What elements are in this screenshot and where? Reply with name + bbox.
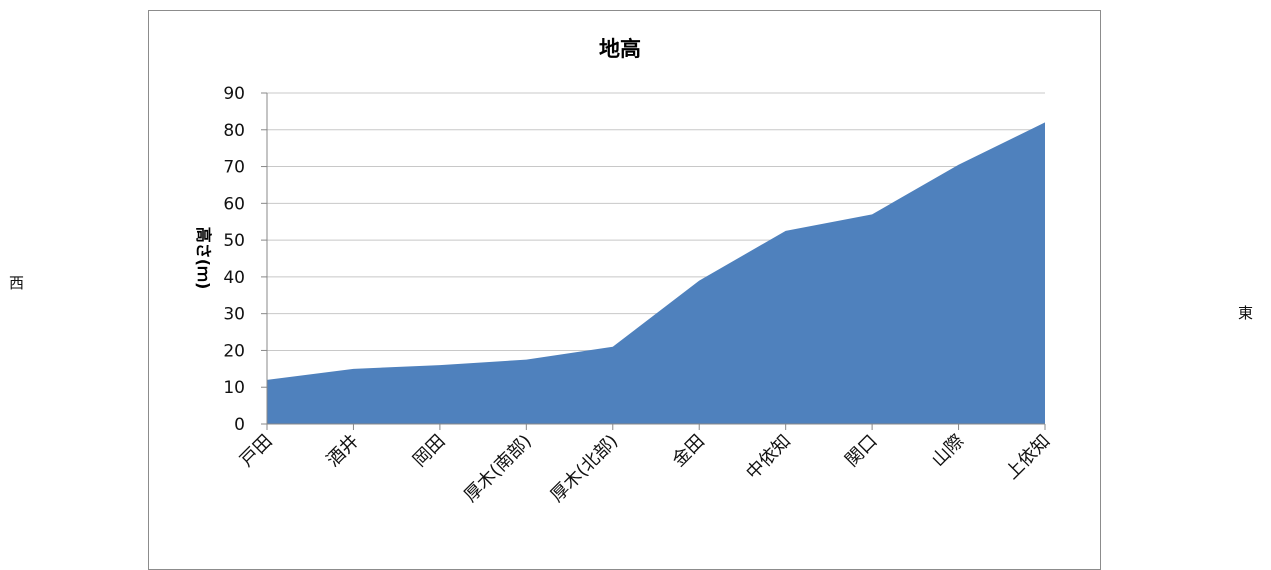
x-tick-label: 関口: [841, 431, 881, 471]
y-tick-label: 10: [223, 378, 245, 398]
west-label: 西: [9, 274, 25, 292]
y-tick-label: 90: [223, 84, 245, 104]
x-tick-label: 厚木(北部): [547, 431, 623, 507]
x-tick-label: 上依知: [1002, 431, 1055, 484]
x-tick-label: 厚木(南部): [460, 431, 536, 507]
y-tick-label: 30: [223, 305, 245, 325]
east-label: 東: [1238, 304, 1254, 322]
y-tick-label: 20: [223, 341, 245, 361]
y-tick-label: 40: [223, 268, 245, 288]
area-chart: 地高 高さ(ｍ) 0 10 20 30 40 50 60 70 80 90 戸田 酒井 岡田 厚木(南部…: [194, 37, 1055, 507]
y-tick-label: 60: [223, 194, 245, 214]
chart-title: 地高: [599, 37, 641, 61]
x-tick-label: 中依知: [742, 431, 795, 484]
y-tick-labels: 0 10 20 30 40 50 60 70 80 90: [223, 84, 245, 435]
y-tick-label: 70: [223, 158, 245, 178]
x-tick-label: 岡田: [409, 431, 449, 471]
x-tick-label: 山際: [928, 431, 968, 471]
x-tick-label: 金田: [668, 431, 708, 471]
y-tick-label: 80: [223, 121, 245, 141]
area-series: [267, 122, 1045, 424]
y-axis-label: 高さ(ｍ): [194, 227, 213, 290]
area-series-shape: [267, 122, 1045, 424]
axes: [261, 92, 1046, 430]
x-tick-labels: 戸田 酒井 岡田 厚木(南部) 厚木(北部) 金田 中依知 関口 山際 上依知: [236, 431, 1054, 507]
y-tick-label: 50: [223, 231, 245, 251]
x-tick-label: 戸田: [236, 431, 276, 471]
x-tick-label: 酒井: [323, 431, 363, 471]
y-tick-label: 0: [234, 415, 245, 435]
